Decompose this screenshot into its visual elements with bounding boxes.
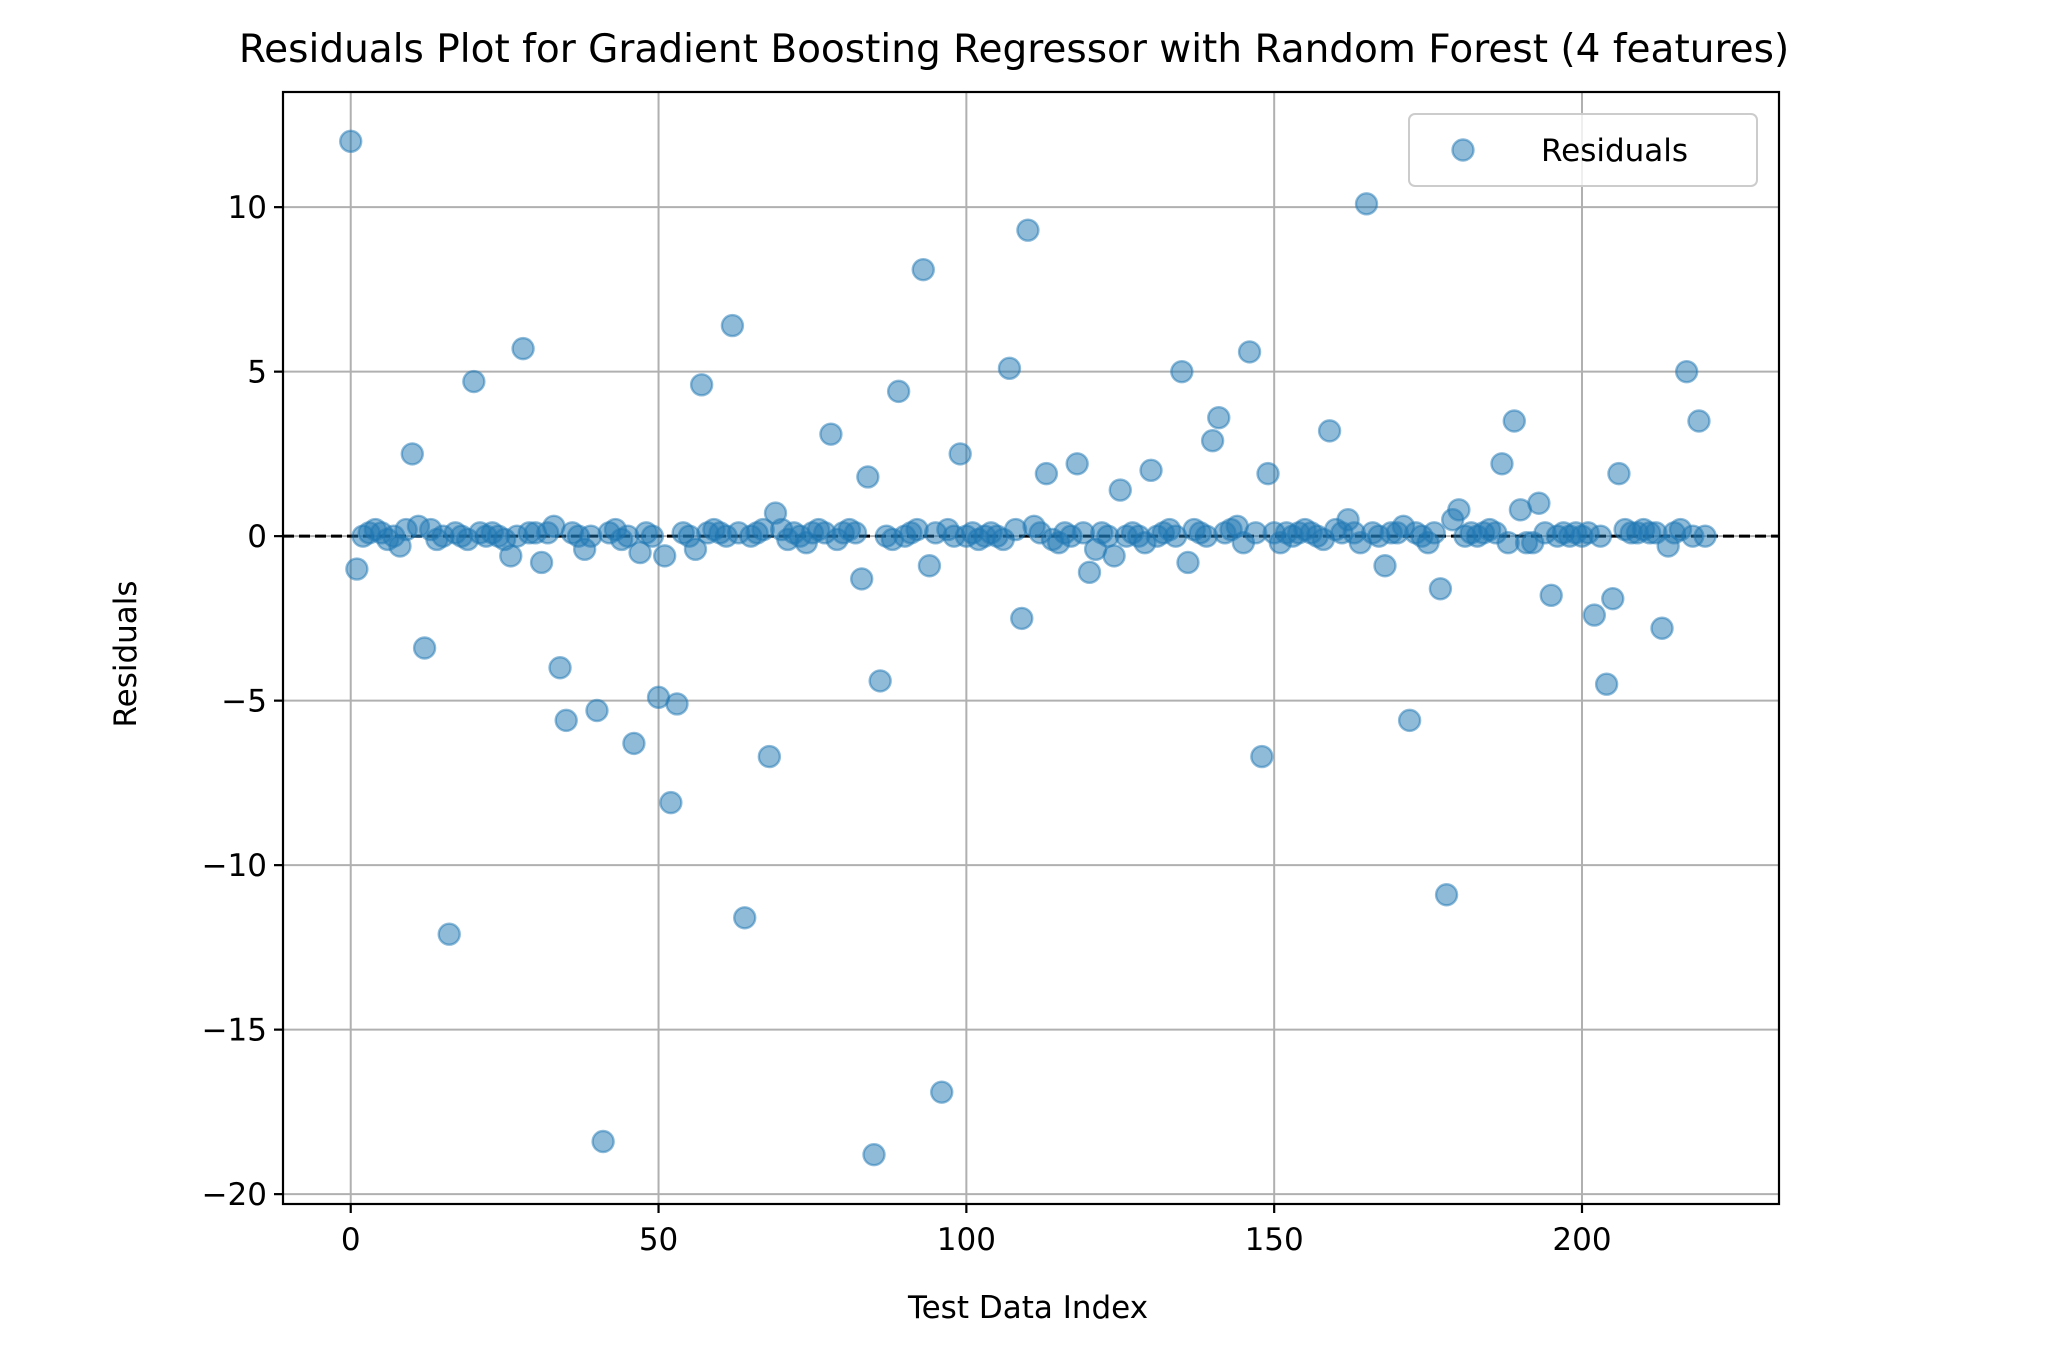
residual-point xyxy=(529,550,554,575)
grid-lines xyxy=(283,92,1779,1204)
residual-point xyxy=(689,373,714,397)
residual-point xyxy=(499,544,523,568)
residual-points xyxy=(339,129,1717,1167)
residual-point xyxy=(757,744,782,769)
residual-point xyxy=(1693,524,1717,548)
x-tick-label: 50 xyxy=(639,1222,678,1258)
residual-point xyxy=(1250,744,1274,769)
residual-point xyxy=(886,379,911,404)
y-tick-label: −15 xyxy=(202,1013,267,1049)
y-tick-label: −10 xyxy=(202,848,267,884)
residual-point xyxy=(1687,409,1711,433)
plot-area-frame xyxy=(281,90,1781,1206)
residual-point xyxy=(1237,340,1262,364)
residual-point xyxy=(1373,554,1397,578)
residual-point xyxy=(1139,458,1163,483)
x-tick-label: 150 xyxy=(1245,1222,1304,1258)
residual-point xyxy=(1065,452,1089,476)
residual-point xyxy=(1601,586,1625,611)
residual-point xyxy=(1434,883,1459,907)
residual-point xyxy=(1447,498,1471,522)
residual-point xyxy=(819,422,843,446)
residual-point xyxy=(1176,550,1200,575)
residual-point xyxy=(659,790,683,815)
residual-point xyxy=(856,465,880,489)
residual-point xyxy=(622,731,646,756)
residual-point xyxy=(1428,577,1453,601)
residual-point xyxy=(683,537,708,562)
residual-point xyxy=(640,524,665,548)
residual-point xyxy=(1397,708,1422,733)
residual-point xyxy=(1674,359,1699,384)
residual-point xyxy=(1256,461,1280,486)
residual-point xyxy=(849,567,874,591)
residual-point xyxy=(1594,672,1619,696)
residual-point xyxy=(843,521,868,545)
residual-point xyxy=(437,922,461,946)
residual-point xyxy=(733,906,757,930)
y-tick-label: −20 xyxy=(202,1177,267,1213)
residual-point xyxy=(911,257,935,282)
residual-point xyxy=(339,129,363,154)
legend: Residuals xyxy=(1408,113,1758,187)
residual-point xyxy=(665,692,689,716)
residual-point xyxy=(1010,606,1034,631)
x-tick-label: 0 xyxy=(341,1222,361,1258)
residual-point xyxy=(345,557,369,581)
residual-point xyxy=(720,313,745,338)
residual-point xyxy=(1354,192,1379,216)
y-tick-label: −5 xyxy=(221,684,267,720)
residual-point xyxy=(1170,359,1194,384)
residual-point xyxy=(1034,461,1059,486)
residual-point xyxy=(585,698,609,723)
residual-point xyxy=(1650,616,1674,640)
residual-point xyxy=(868,669,892,693)
x-tick-label: 200 xyxy=(1552,1222,1611,1258)
residual-point xyxy=(862,1142,886,1167)
residual-point xyxy=(1207,406,1231,430)
y-tick-label: 0 xyxy=(247,519,267,555)
residual-point xyxy=(1422,521,1446,545)
residual-point xyxy=(1582,603,1607,627)
chart-title: Residuals Plot for Gradient Boosting Reg… xyxy=(239,27,1789,72)
residual-point xyxy=(462,369,486,394)
x-axis-label: Test Data Index xyxy=(907,1290,1148,1326)
residual-point xyxy=(948,442,972,466)
x-tick-label: 100 xyxy=(937,1222,996,1258)
residual-point xyxy=(1588,524,1613,548)
residual-point xyxy=(548,656,572,680)
residual-point xyxy=(1200,429,1225,453)
residual-point xyxy=(1317,419,1342,443)
residual-point xyxy=(652,544,677,568)
residual-point xyxy=(1102,544,1126,568)
y-tick-label: 10 xyxy=(228,190,267,226)
residual-point xyxy=(930,1080,954,1104)
residual-point xyxy=(554,708,578,733)
residual-point xyxy=(1108,478,1132,502)
legend-box xyxy=(1408,113,1758,187)
legend-label: Residuals xyxy=(1541,133,1688,169)
residual-point xyxy=(1527,491,1551,515)
residual-point xyxy=(1607,461,1631,486)
y-axis-label: Residuals xyxy=(108,580,144,727)
residual-point xyxy=(1490,452,1514,476)
residual-point xyxy=(997,356,1022,381)
legend-marker xyxy=(1451,138,1475,162)
residual-point xyxy=(1539,583,1563,608)
y-tick-label: 5 xyxy=(247,355,267,391)
residual-point xyxy=(1016,218,1040,242)
residual-point xyxy=(591,1129,615,1154)
residual-point xyxy=(400,442,424,466)
residual-point xyxy=(1077,560,1102,585)
residual-point xyxy=(412,636,437,660)
residual-point xyxy=(511,336,535,361)
residual-point xyxy=(917,554,942,578)
residual-point xyxy=(1502,409,1526,433)
